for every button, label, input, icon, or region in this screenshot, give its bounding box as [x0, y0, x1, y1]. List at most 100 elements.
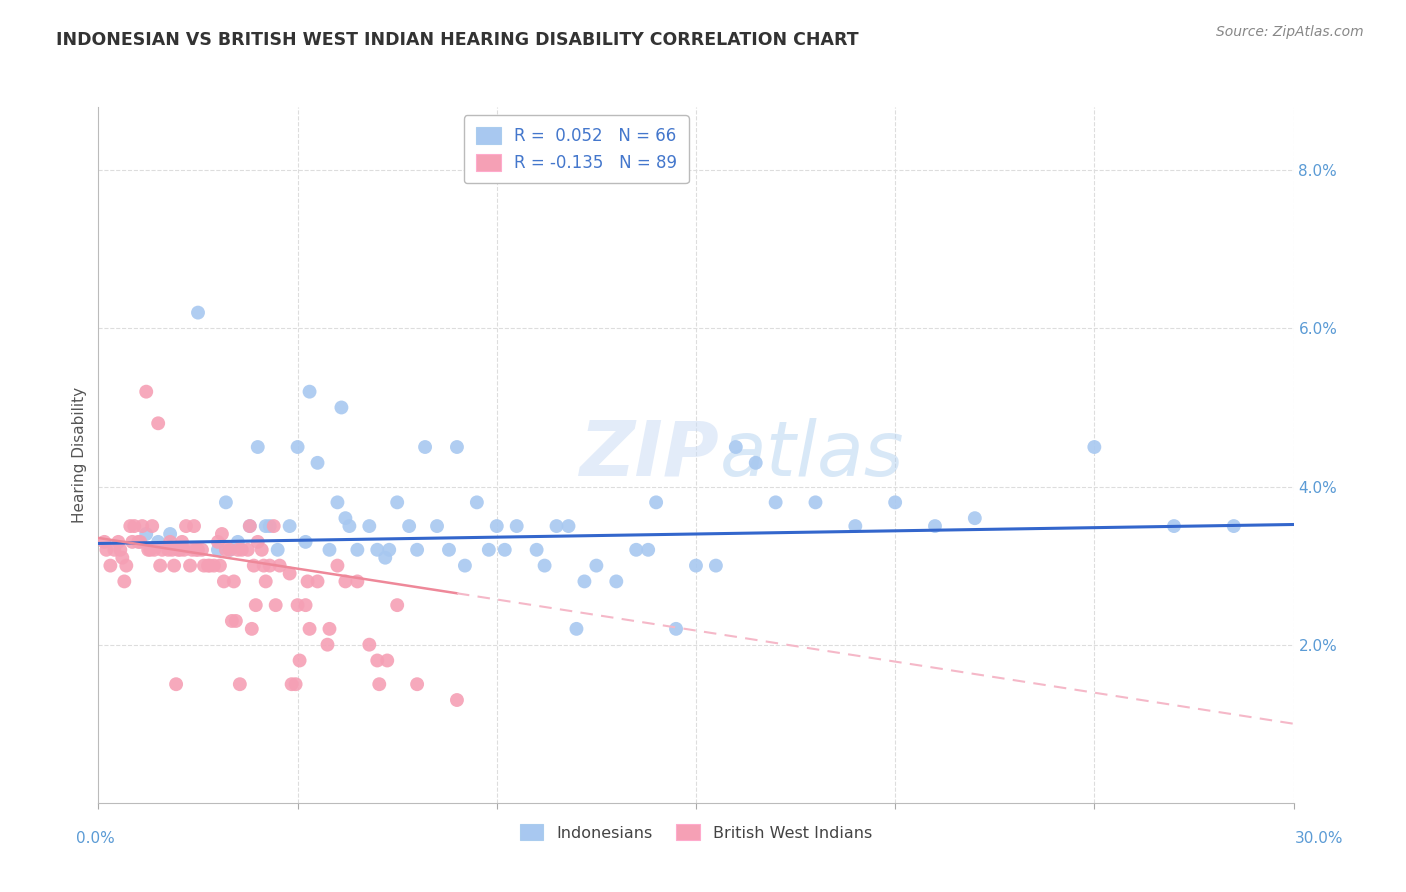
- Point: [120, 519, 142, 533]
- Point: [259, 519, 281, 533]
- Point: [254, 519, 277, 533]
- Point: [335, 574, 357, 589]
- Point: [229, 677, 252, 691]
- Point: [221, 614, 243, 628]
- Point: [267, 542, 290, 557]
- Point: [884, 495, 907, 509]
- Point: [465, 495, 488, 509]
- Point: [174, 519, 197, 533]
- Point: [288, 653, 311, 667]
- Point: [745, 456, 768, 470]
- Point: [254, 574, 277, 589]
- Point: [222, 574, 245, 589]
- Point: [413, 440, 436, 454]
- Point: [243, 558, 266, 573]
- Point: [506, 519, 529, 533]
- Point: [211, 527, 233, 541]
- Point: [307, 574, 329, 589]
- Point: [346, 574, 368, 589]
- Point: [298, 622, 321, 636]
- Point: [202, 558, 225, 573]
- Point: [231, 542, 253, 557]
- Point: [111, 550, 134, 565]
- Point: [219, 542, 242, 557]
- Point: [307, 456, 329, 470]
- Point: [963, 511, 986, 525]
- Point: [398, 519, 420, 533]
- Point: [207, 534, 229, 549]
- Point: [478, 542, 501, 557]
- Point: [245, 598, 267, 612]
- Point: [169, 542, 191, 557]
- Point: [287, 440, 309, 454]
- Point: [485, 519, 508, 533]
- Point: [96, 542, 118, 557]
- Point: [704, 558, 727, 573]
- Point: [294, 534, 316, 549]
- Point: [844, 519, 866, 533]
- Point: [585, 558, 607, 573]
- Point: [135, 527, 157, 541]
- Point: [804, 495, 827, 509]
- Point: [294, 598, 316, 612]
- Point: [626, 542, 648, 557]
- Text: 30.0%: 30.0%: [1295, 831, 1343, 846]
- Point: [93, 534, 115, 549]
- Point: [150, 542, 173, 557]
- Point: [359, 638, 381, 652]
- Point: [239, 519, 262, 533]
- Point: [724, 440, 747, 454]
- Point: [366, 542, 388, 557]
- Point: [284, 677, 307, 691]
- Point: [446, 693, 468, 707]
- Point: [263, 519, 285, 533]
- Point: [208, 558, 231, 573]
- Point: [318, 542, 340, 557]
- Point: [246, 440, 269, 454]
- Point: [173, 542, 195, 557]
- Point: [526, 542, 548, 557]
- Point: [129, 534, 152, 549]
- Point: [346, 542, 368, 557]
- Point: [278, 566, 301, 581]
- Point: [269, 558, 291, 573]
- Point: [197, 558, 219, 573]
- Point: [187, 542, 209, 557]
- Point: [215, 542, 238, 557]
- Point: [278, 519, 301, 533]
- Point: [378, 542, 401, 557]
- Point: [665, 622, 688, 636]
- Point: [280, 677, 302, 691]
- Point: [239, 519, 262, 533]
- Point: [385, 598, 409, 612]
- Point: [183, 519, 205, 533]
- Point: [557, 519, 579, 533]
- Point: [339, 519, 361, 533]
- Point: [110, 542, 132, 557]
- Point: [98, 558, 122, 573]
- Point: [107, 534, 129, 549]
- Point: [259, 558, 281, 573]
- Point: [172, 534, 194, 549]
- Point: [181, 542, 204, 557]
- Point: [605, 574, 627, 589]
- Point: [637, 542, 659, 557]
- Point: [115, 558, 138, 573]
- Point: [368, 677, 391, 691]
- Point: [219, 542, 242, 557]
- Point: [207, 542, 229, 557]
- Point: [287, 598, 309, 612]
- Point: [1223, 519, 1246, 533]
- Point: [159, 527, 181, 541]
- Point: [160, 542, 183, 557]
- Point: [187, 305, 209, 319]
- Point: [226, 534, 249, 549]
- Point: [297, 574, 319, 589]
- Point: [1083, 440, 1105, 454]
- Point: [124, 519, 146, 533]
- Text: atlas: atlas: [720, 418, 904, 491]
- Point: [366, 653, 388, 667]
- Point: [426, 519, 449, 533]
- Point: [240, 622, 263, 636]
- Point: [179, 558, 201, 573]
